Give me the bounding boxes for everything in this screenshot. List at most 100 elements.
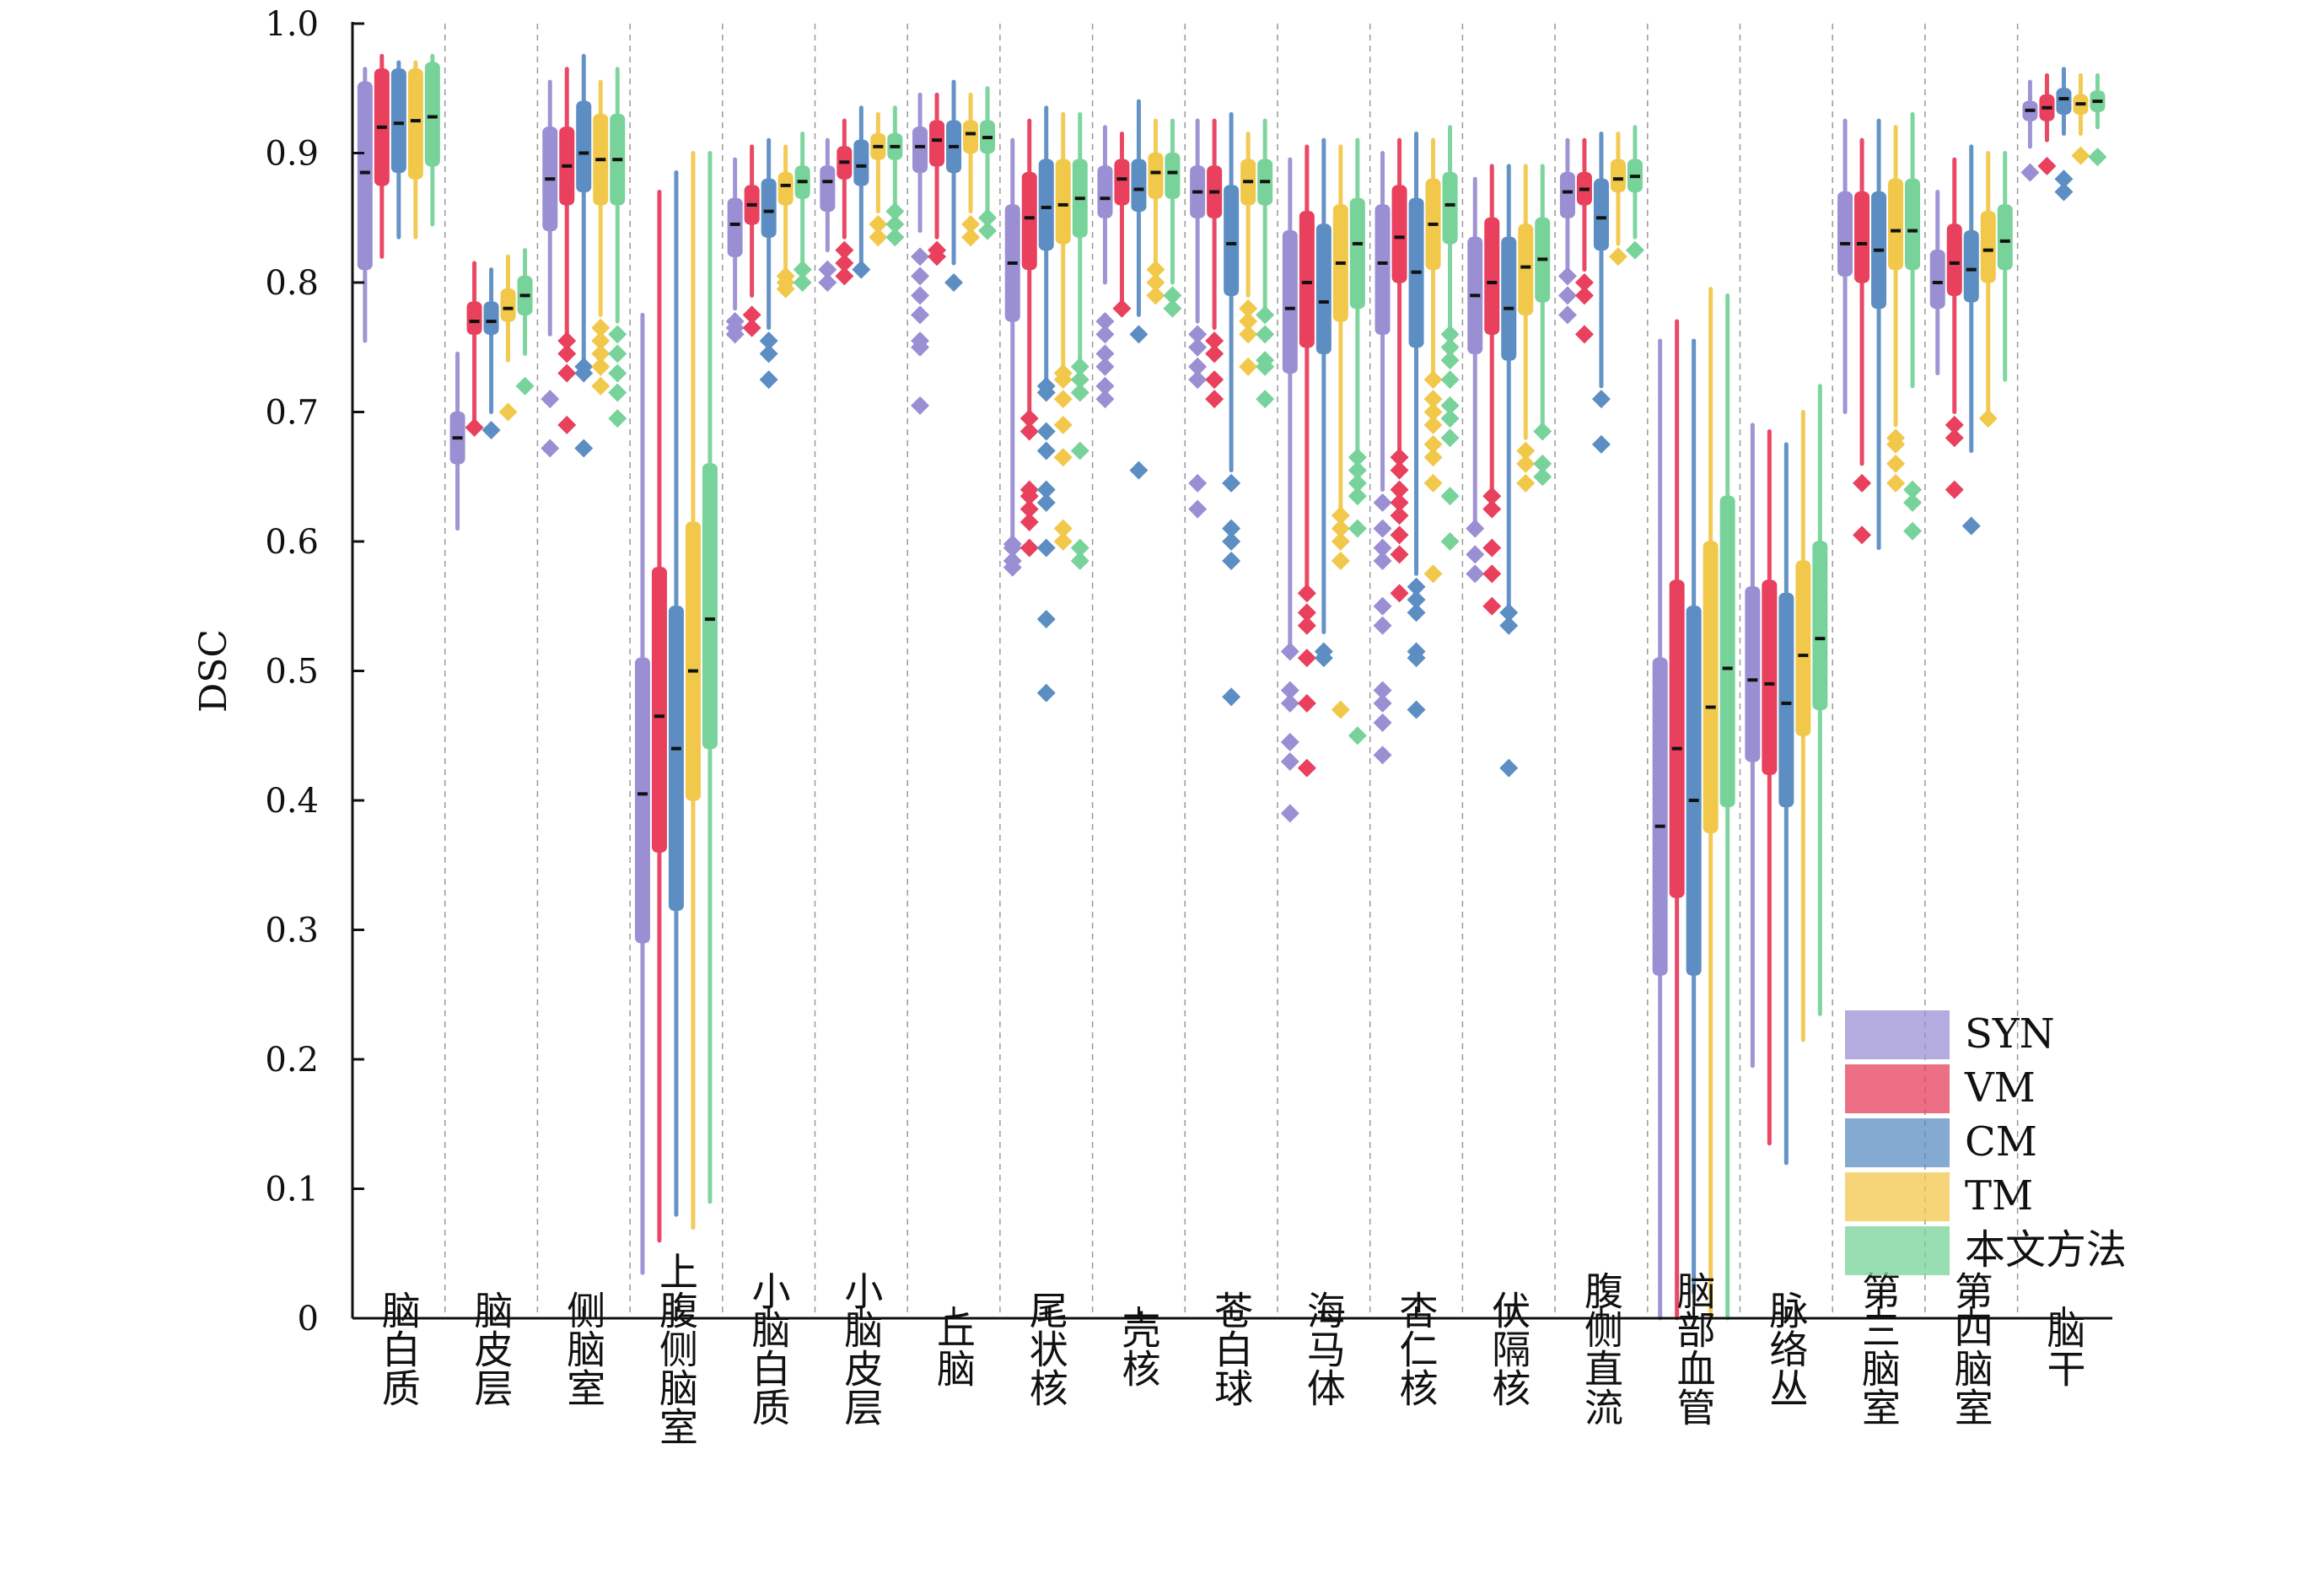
box-4-3 bbox=[702, 151, 718, 1204]
outlier-point bbox=[1070, 383, 1089, 402]
outlier-point bbox=[1331, 700, 1350, 719]
legend-item: TM bbox=[1845, 1172, 2033, 1221]
outlier-point bbox=[608, 364, 627, 383]
x-tick-label: 第四脑室 bbox=[1949, 1271, 1994, 1426]
box-0-10 bbox=[1280, 157, 1299, 823]
iqr-box bbox=[853, 139, 869, 186]
outlier-point bbox=[1348, 519, 1367, 538]
box-2-9 bbox=[1222, 111, 1241, 707]
iqr-box bbox=[1929, 250, 1945, 310]
iqr-box bbox=[702, 463, 718, 750]
outlier-point bbox=[944, 273, 964, 292]
outlier-point bbox=[1205, 390, 1224, 409]
box-2-5 bbox=[852, 105, 871, 279]
box-4-12 bbox=[1533, 164, 1552, 487]
outlier-point bbox=[1348, 487, 1367, 506]
iqr-box bbox=[1745, 586, 1761, 762]
iqr-box bbox=[1315, 224, 1331, 354]
outlier-point bbox=[465, 417, 484, 437]
iqr-box bbox=[912, 127, 928, 174]
outlier-point bbox=[1423, 473, 1443, 493]
outlier-point bbox=[1314, 649, 1333, 668]
outlier-point bbox=[1331, 506, 1350, 525]
outlier-point bbox=[1440, 396, 1460, 415]
outlier-point bbox=[1440, 337, 1460, 357]
outlier-point bbox=[591, 357, 611, 376]
outlier-point bbox=[1053, 390, 1073, 409]
outlier-point bbox=[1036, 480, 1056, 499]
outlier-point bbox=[885, 202, 905, 221]
outlier-point bbox=[1070, 552, 1089, 571]
outlier-point bbox=[1440, 487, 1460, 506]
iqr-box bbox=[668, 606, 684, 911]
box-0-12 bbox=[1466, 176, 1485, 584]
outlier-point bbox=[1407, 590, 1426, 610]
box-3-9 bbox=[1239, 131, 1258, 376]
outlier-point bbox=[1070, 538, 1089, 557]
box-4-7 bbox=[1070, 111, 1089, 571]
iqr-box bbox=[1652, 657, 1668, 976]
outlier-point bbox=[1222, 552, 1241, 571]
outlier-point bbox=[1239, 299, 1258, 318]
iqr-box bbox=[1905, 178, 1921, 271]
outlier-point bbox=[1297, 758, 1316, 778]
outlier-point bbox=[961, 214, 981, 234]
outlier-point bbox=[591, 331, 611, 351]
outlier-point bbox=[1095, 390, 1115, 409]
outlier-point bbox=[1129, 325, 1149, 344]
outlier-point bbox=[591, 344, 611, 364]
legend-item: 本文方法 bbox=[1845, 1226, 2127, 1275]
outlier-point bbox=[1348, 448, 1367, 467]
outlier-point bbox=[498, 402, 518, 422]
box-2-16 bbox=[1871, 118, 1887, 551]
box-0-4 bbox=[725, 157, 745, 344]
outlier-point bbox=[1407, 649, 1426, 668]
outlier-point bbox=[1516, 454, 1536, 473]
iqr-box bbox=[1299, 211, 1315, 348]
outlier-point bbox=[1407, 577, 1426, 596]
outlier-point bbox=[1903, 493, 1923, 512]
iqr-box bbox=[1980, 211, 1996, 283]
box-3-6 bbox=[961, 92, 981, 247]
outlier-point bbox=[1903, 521, 1923, 541]
outlier-point bbox=[1297, 616, 1316, 635]
outlier-point bbox=[1256, 325, 1275, 344]
outlier-point bbox=[1978, 409, 1998, 428]
box-4-15 bbox=[1812, 384, 1828, 1016]
box-0-17 bbox=[1929, 190, 1945, 375]
outlier-point bbox=[1945, 415, 1964, 434]
outlier-point bbox=[1390, 525, 1409, 545]
iqr-box bbox=[1349, 197, 1365, 310]
box-4-8 bbox=[1163, 118, 1182, 318]
outlier-point bbox=[1239, 357, 1258, 376]
outlier-point bbox=[1070, 370, 1089, 390]
box-3-3 bbox=[685, 151, 701, 1231]
iqr-box bbox=[576, 100, 592, 193]
box-1-17 bbox=[1945, 157, 1964, 499]
outlier-point bbox=[1188, 357, 1208, 376]
outlier-point bbox=[793, 260, 812, 279]
box-3-13 bbox=[1608, 131, 1627, 267]
outlier-point bbox=[759, 344, 778, 364]
legend-label: CM bbox=[1965, 1118, 2037, 1166]
iqr-box bbox=[1610, 159, 1626, 193]
box-2-6 bbox=[944, 79, 964, 292]
iqr-box bbox=[1501, 236, 1517, 361]
outlier-point bbox=[1205, 370, 1224, 390]
outlier-point bbox=[2054, 170, 2074, 189]
outlier-point bbox=[1591, 434, 1611, 454]
outlier-point bbox=[1112, 299, 1132, 318]
outlier-point bbox=[1188, 337, 1208, 357]
box-3-12 bbox=[1516, 164, 1536, 493]
iqr-box bbox=[1038, 159, 1054, 251]
box-3-8 bbox=[1146, 118, 1165, 305]
outlier-point bbox=[1423, 390, 1443, 409]
outlier-point bbox=[1574, 273, 1594, 292]
y-tick-label: 1.0 bbox=[265, 5, 319, 44]
legend-item: CM bbox=[1845, 1118, 2037, 1167]
outlier-point bbox=[852, 260, 871, 279]
outlier-point bbox=[1482, 538, 1502, 557]
outlier-point bbox=[742, 305, 761, 325]
box-1-14 bbox=[1669, 319, 1685, 1321]
